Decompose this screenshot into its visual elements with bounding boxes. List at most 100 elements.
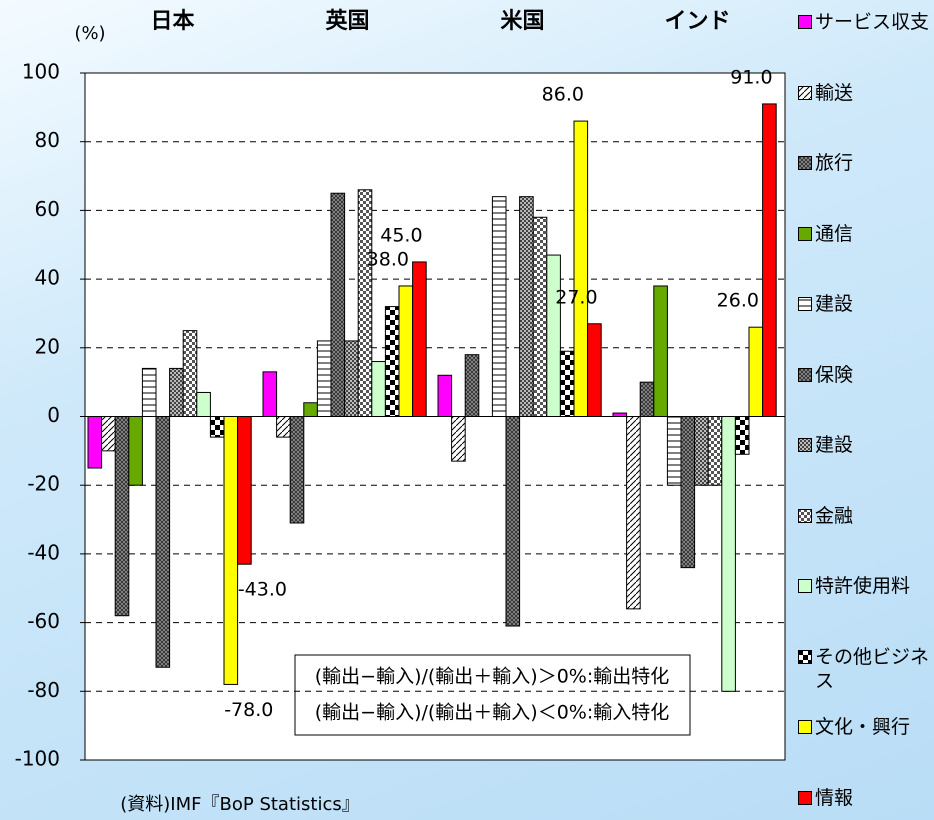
- legend-swatch: [798, 367, 812, 382]
- bar: [694, 416, 709, 486]
- legend-swatch-rect: [798, 15, 812, 29]
- legend-label: 建設: [815, 293, 854, 315]
- bar: [532, 216, 548, 417]
- bar: [101, 416, 116, 452]
- bar: [721, 416, 736, 692]
- bar: [169, 367, 184, 418]
- legend-item: 建設: [798, 292, 932, 316]
- y-tick-label: -60: [27, 609, 60, 633]
- bar: [505, 416, 521, 627]
- source-note: (資料)IMF『BoP Statistics』: [120, 794, 359, 815]
- bar: [587, 323, 602, 418]
- bar: [748, 326, 764, 417]
- legend-item: 特許使用料: [798, 574, 932, 598]
- bar: [734, 416, 750, 455]
- legend-swatch: [798, 649, 812, 664]
- bar: [209, 416, 225, 438]
- group-label: 米国: [500, 9, 544, 34]
- legend-swatch-rect: [798, 579, 812, 593]
- bar: [412, 261, 427, 417]
- bar: [762, 103, 777, 417]
- y-tick-label: 0: [47, 403, 60, 427]
- legend-swatch: [798, 226, 812, 241]
- legend-swatch: [798, 85, 812, 100]
- bar: [237, 416, 252, 565]
- legend-swatch-rect: [798, 367, 812, 382]
- legend-item: 通信: [798, 222, 932, 246]
- group-label: 英国: [325, 9, 369, 34]
- legend-item: 保険: [798, 363, 932, 387]
- y-tick-label: 100: [22, 60, 60, 84]
- bar: [371, 361, 386, 418]
- legend-label: 旅行: [815, 152, 854, 174]
- bar: [546, 254, 561, 417]
- group-label: インド: [664, 9, 730, 34]
- legend-swatch: [798, 297, 812, 311]
- legend-item: 情報: [798, 786, 932, 810]
- legend-item: 輸送: [798, 81, 932, 105]
- unit-label: (%): [74, 23, 105, 44]
- legend-item: サービス収支: [798, 10, 932, 34]
- bar: [303, 402, 318, 418]
- bar: [559, 350, 575, 417]
- legend-label: サービス収支: [815, 11, 930, 33]
- bar: [344, 340, 359, 417]
- legend-label: 特許使用料: [815, 575, 911, 597]
- legend-swatch-rect: [798, 720, 812, 734]
- data-label: -43.0: [238, 579, 287, 601]
- bar: [114, 416, 130, 617]
- bar: [182, 330, 198, 417]
- bar: [87, 416, 103, 469]
- y-tick-label: 20: [35, 334, 60, 358]
- legend-label: 文化・興行: [815, 716, 911, 738]
- legend-swatch: [798, 15, 812, 29]
- bar: [707, 416, 723, 486]
- bar: [639, 381, 655, 417]
- legend-swatch: [798, 438, 812, 452]
- legend-swatch-rect: [798, 156, 812, 170]
- legend-swatch-rect: [798, 297, 812, 311]
- legend-label: 輸送: [815, 81, 854, 104]
- bar: [464, 354, 480, 418]
- legend-swatch: [798, 508, 812, 523]
- legend-swatch: [798, 156, 812, 170]
- data-label: 86.0: [542, 84, 584, 106]
- bar: [330, 192, 346, 417]
- bar: [316, 340, 332, 417]
- legend-swatch-rect: [798, 508, 812, 523]
- bar: [398, 285, 414, 417]
- legend-swatch-rect: [798, 85, 812, 100]
- legend-label: 建設: [815, 434, 854, 456]
- data-label: 91.0: [730, 66, 772, 88]
- data-label: 26.0: [717, 290, 759, 312]
- annotation: (輸出−輸入)/(輸出＋輸入)＜0%:輸入特化: [315, 702, 670, 724]
- bar: [357, 189, 373, 417]
- annotation: (輸出−輸入)/(輸出＋輸入)＞0%:輸出特化: [315, 666, 670, 688]
- bar: [141, 367, 157, 418]
- bar: [680, 416, 696, 569]
- bar: [451, 416, 466, 462]
- bar: [384, 306, 400, 417]
- bar: [155, 416, 171, 668]
- legend-swatch-rect: [798, 649, 812, 664]
- legend-swatch: [798, 579, 812, 593]
- bar: [653, 285, 668, 417]
- legend-item: 旅行: [798, 151, 932, 175]
- legend-label: 通信: [815, 222, 854, 245]
- y-tick-label: 60: [35, 197, 60, 221]
- legend-label: 情報: [815, 786, 854, 809]
- bar: [519, 196, 534, 417]
- bar: [276, 416, 291, 438]
- bar: [437, 374, 453, 417]
- legend-item: 金融: [798, 504, 932, 528]
- y-tick-label: -40: [27, 540, 60, 564]
- bar: [491, 196, 507, 417]
- bar: [626, 416, 641, 610]
- legend-item: その他ビジネス: [798, 645, 932, 693]
- y-tick-label: -20: [27, 472, 60, 496]
- y-tick-label: 40: [35, 266, 60, 290]
- bar: [223, 416, 239, 685]
- legend-swatch-rect: [798, 790, 812, 805]
- bar: [573, 120, 589, 417]
